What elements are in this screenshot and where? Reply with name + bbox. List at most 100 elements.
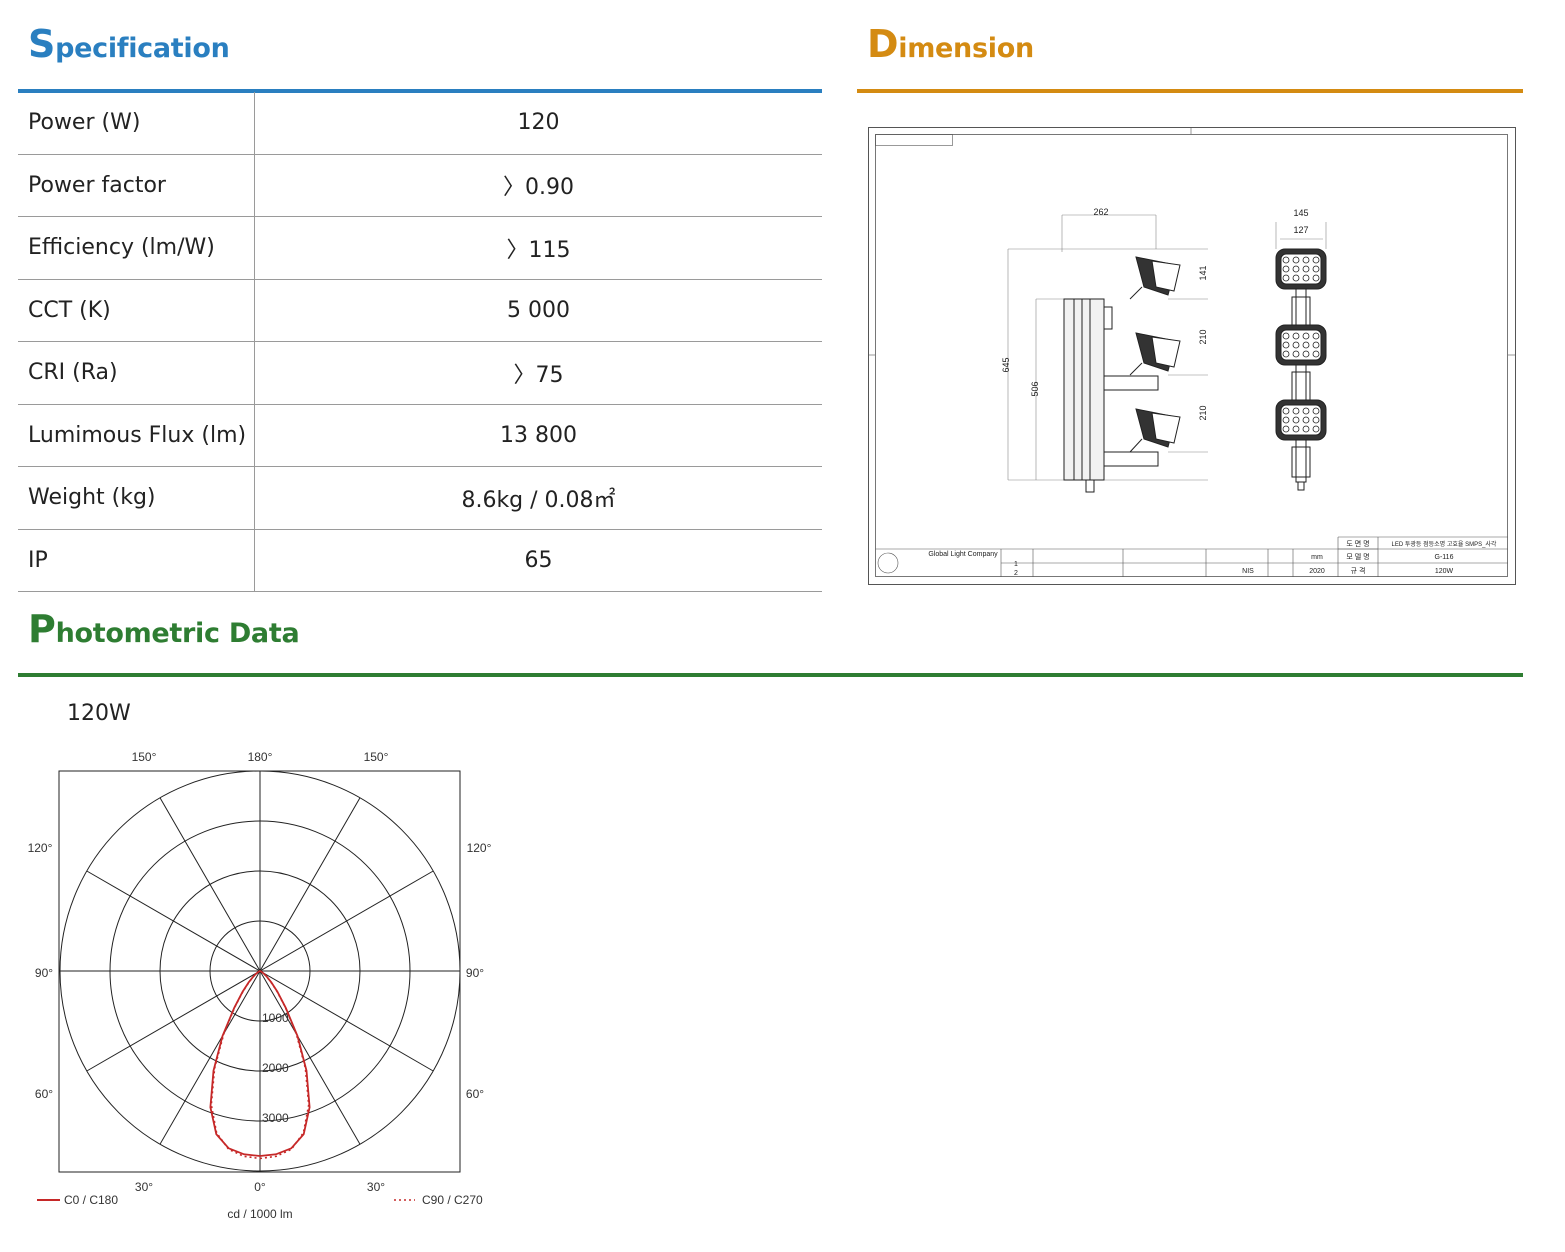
led-dot: [1292, 256, 1300, 264]
spec-label: IP: [18, 529, 255, 592]
led-dot: [1282, 425, 1290, 433]
led-dot: [1312, 256, 1320, 264]
legend-label: C0 / C180: [64, 1193, 118, 1207]
radial-tick-label: 3000: [262, 1111, 289, 1125]
unit-label: cd / 1000 lm: [227, 1207, 292, 1221]
angle-label: 0°: [254, 1180, 266, 1194]
led-dot: [1282, 332, 1290, 340]
angle-label: 120°: [28, 841, 53, 855]
photometric-title: Photometric Data: [28, 607, 300, 651]
spec-row: CRI (Ra) 〉75: [18, 341, 822, 405]
spec-value: 65: [254, 529, 822, 592]
led-dot: [1302, 265, 1310, 273]
polar-series-line: [209, 970, 311, 1157]
led-dot: [1302, 256, 1310, 264]
led-dot: [1312, 350, 1320, 358]
angle-label: 90°: [466, 966, 484, 980]
angle-label: 120°: [467, 841, 492, 855]
dim-506: 506: [1030, 381, 1040, 396]
led-dot: [1312, 416, 1320, 424]
spec-row: Power (W) 120: [18, 92, 822, 155]
unit-value: mm: [1311, 554, 1323, 561]
led-dot: [1292, 407, 1300, 415]
company-name: Global Light Company: [928, 551, 998, 558]
specification-title-rest: pecification: [55, 33, 230, 64]
dim-145: 145: [1293, 208, 1308, 218]
angle-label: 30°: [367, 1180, 385, 1194]
spec-row: Weight (kg) 8.6kg / 0.08㎡: [18, 466, 822, 530]
spec-row: Efficiency (lm/W) 〉115: [18, 216, 822, 280]
spec-value: 120W: [1435, 568, 1454, 575]
radial-tick-label: 2000: [262, 1061, 289, 1075]
spec-value: 13 800: [254, 404, 822, 467]
angle-label: 150°: [132, 750, 157, 764]
spec-label: Efficiency (lm/W): [18, 216, 255, 280]
spec-label: Weight (kg): [18, 466, 255, 530]
led-dot: [1312, 407, 1320, 415]
dim-262: 262: [1093, 207, 1108, 217]
angle-label: 60°: [466, 1087, 484, 1101]
photometric-title-rest: hotometric Data: [55, 618, 300, 649]
led-dot: [1302, 341, 1310, 349]
radial-tick-label: 1000: [262, 1011, 289, 1025]
spec-label: CCT (K): [18, 279, 255, 342]
front-view: [1275, 248, 1327, 491]
led-dot: [1302, 350, 1310, 358]
led-dot: [1312, 332, 1320, 340]
side-view: [1063, 256, 1181, 493]
led-dot: [1292, 332, 1300, 340]
model-value: G-116: [1435, 554, 1454, 561]
angle-label: 60°: [35, 1087, 53, 1101]
led-dot: [1292, 425, 1300, 433]
spec-label: Power factor: [18, 154, 255, 217]
spec-value: 120: [254, 92, 822, 155]
spec-row: CCT (K) 5 000: [18, 279, 822, 342]
photometric-title-initial: P: [28, 607, 56, 651]
led-dot: [1312, 274, 1320, 282]
led-dot: [1302, 274, 1310, 282]
dim-141: 141: [1198, 265, 1208, 280]
dim-210-a: 210: [1198, 329, 1208, 344]
led-dot: [1292, 341, 1300, 349]
dimension-rule: [857, 89, 1523, 93]
led-dot: [1312, 425, 1320, 433]
polar-series-line: [210, 970, 310, 1160]
led-dot: [1302, 407, 1310, 415]
led-dot: [1292, 350, 1300, 358]
dimension-title-initial: D: [867, 22, 899, 66]
led-dot: [1282, 341, 1290, 349]
led-dot: [1302, 416, 1310, 424]
legend-label: C90 / C270: [422, 1193, 483, 1207]
led-dot: [1302, 332, 1310, 340]
led-dot: [1282, 407, 1290, 415]
spec-label: CRI (Ra): [18, 341, 255, 405]
rev-1: 1: [1014, 561, 1018, 568]
angle-label: 150°: [364, 750, 389, 764]
angle-label: 180°: [248, 750, 273, 764]
dim-645: 645: [1001, 357, 1011, 372]
rev-2: 2: [1014, 570, 1018, 577]
led-dot: [1282, 416, 1290, 424]
spec-value: 〉75: [254, 341, 822, 405]
spec-value: 〉0.90: [254, 154, 822, 217]
photometric-rule: [18, 673, 1523, 677]
polar-chart: 150° 180° 150° 120° 120° 90° 90° 60° 60° 30° 0° 30°…: [28, 750, 492, 1221]
led-dot: [1292, 274, 1300, 282]
led-dot: [1312, 265, 1320, 273]
polar-subtitle: 120W: [67, 701, 131, 726]
dimension-drawing: 262 145 127 645 506 141 210 210: [868, 127, 1516, 585]
spec-label: Lumimous Flux (lm): [18, 404, 255, 467]
led-dot: [1302, 425, 1310, 433]
led-dot: [1282, 256, 1290, 264]
angle-label: 30°: [135, 1180, 153, 1194]
specification-title: Specification: [28, 22, 230, 66]
spec-label: Power (W): [18, 92, 255, 155]
spec-row: IP 65: [18, 529, 822, 592]
spec-value: 〉115: [254, 216, 822, 280]
model-label: 모 델 명: [1346, 552, 1369, 561]
dim-127: 127: [1293, 225, 1308, 235]
dimension-title-rest: imension: [898, 33, 1034, 64]
spec-row: Lumimous Flux (lm) 13 800: [18, 404, 822, 467]
year-value: 2020: [1309, 568, 1325, 575]
led-dot: [1292, 265, 1300, 273]
